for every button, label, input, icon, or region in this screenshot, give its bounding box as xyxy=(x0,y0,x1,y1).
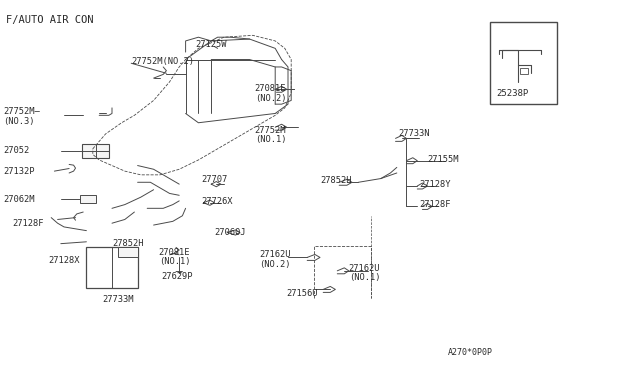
Text: 27852H: 27852H xyxy=(320,176,351,185)
Text: 27733M: 27733M xyxy=(102,295,134,304)
Text: 27062M: 27062M xyxy=(3,195,35,204)
Text: 27752M―: 27752M― xyxy=(3,107,40,116)
Text: 27128F: 27128F xyxy=(13,219,44,228)
Text: 27128F: 27128F xyxy=(419,200,451,209)
Text: 27162U: 27162U xyxy=(259,250,291,259)
Text: 27707: 27707 xyxy=(202,175,228,184)
Text: 27128Y: 27128Y xyxy=(419,180,451,189)
Bar xyxy=(520,68,528,74)
Bar xyxy=(80,195,96,203)
Text: 25238P: 25238P xyxy=(496,89,528,97)
Text: 27752M: 27752M xyxy=(255,126,286,135)
Text: 27128X: 27128X xyxy=(48,256,79,265)
Bar xyxy=(490,22,557,104)
Text: (NO.1): (NO.1) xyxy=(349,273,380,282)
Text: A270*0P0P: A270*0P0P xyxy=(448,348,493,357)
Text: 27060J: 27060J xyxy=(214,228,246,237)
Text: 27752M(NO.2): 27752M(NO.2) xyxy=(131,57,194,66)
Text: (NO.2): (NO.2) xyxy=(259,260,291,269)
Text: 27852H: 27852H xyxy=(112,239,143,248)
Text: 27125W: 27125W xyxy=(195,40,227,49)
Bar xyxy=(82,144,109,158)
Text: 27081E: 27081E xyxy=(255,84,286,93)
Text: (NO.2): (NO.2) xyxy=(255,94,286,103)
Bar xyxy=(86,247,138,288)
Text: 27156U: 27156U xyxy=(287,289,318,298)
Text: 27052: 27052 xyxy=(3,146,29,155)
Text: 27629P: 27629P xyxy=(161,272,193,280)
Text: (NO.1): (NO.1) xyxy=(159,257,190,266)
Text: F/AUTO AIR CON: F/AUTO AIR CON xyxy=(6,15,94,25)
Bar xyxy=(118,247,138,257)
Text: 27155M: 27155M xyxy=(428,155,459,164)
Text: 27132P: 27132P xyxy=(3,167,35,176)
Text: (NO.3): (NO.3) xyxy=(3,117,35,126)
Text: 27733N: 27733N xyxy=(398,129,429,138)
Text: 27162U: 27162U xyxy=(349,264,380,273)
Text: 27081E: 27081E xyxy=(159,248,190,257)
Text: 27726X: 27726X xyxy=(202,197,233,206)
Text: (NO.1): (NO.1) xyxy=(255,135,286,144)
